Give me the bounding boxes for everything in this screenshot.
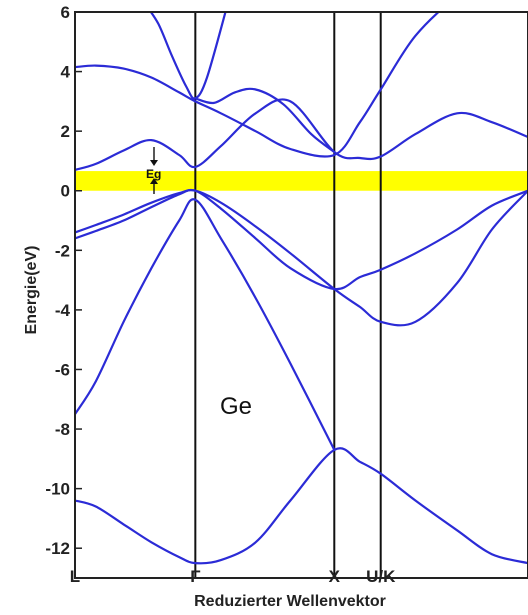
x-tick-label: X — [329, 567, 341, 586]
high-symmetry-lines — [194, 12, 382, 578]
y-axis-title: Energie(eV) — [23, 246, 40, 335]
band-gap-marker: Eg — [146, 147, 161, 194]
energy-bands — [75, 12, 528, 565]
x-tick-label: U/K — [366, 567, 396, 586]
y-tick-label: -12 — [45, 539, 70, 558]
y-tick-label: -4 — [55, 301, 71, 320]
band-line-3 — [75, 188, 528, 291]
x-axis-ticks: L Γ X U/K — [70, 567, 396, 586]
gap-arrow-top-head — [150, 160, 158, 166]
band-line-4 — [75, 189, 528, 327]
y-tick-label: -2 — [55, 241, 70, 260]
plot-frame — [74, 11, 528, 579]
x-tick-label: Γ — [190, 567, 200, 586]
band-line-7 — [194, 87, 336, 154]
y-axis-ticks: 6 4 2 0 -2 -4 -6 -8 -10 -12 — [45, 3, 82, 558]
y-tick-label: 0 — [61, 182, 70, 201]
x-tick-label: L — [70, 567, 80, 586]
band-line-1 — [75, 447, 528, 565]
y-tick-label: 2 — [61, 122, 70, 141]
y-tick-label: 6 — [61, 3, 70, 22]
y-tick-label: 4 — [61, 63, 71, 82]
band-line-5 — [75, 98, 528, 171]
gap-arrow-bottom-head — [150, 178, 158, 184]
band-line-6 — [75, 12, 441, 158]
x-axis-title: Reduzierter Wellenvektor — [194, 593, 386, 610]
band-line-2 — [75, 198, 336, 451]
material-annotation: Ge — [220, 393, 252, 420]
y-tick-label: -6 — [55, 360, 70, 379]
band-gap-label: Eg — [146, 167, 161, 181]
y-tick-label: -8 — [55, 420, 70, 439]
band-line-8 — [149, 12, 227, 100]
y-tick-label: -10 — [45, 480, 70, 499]
band-gap-highlight — [75, 171, 528, 191]
